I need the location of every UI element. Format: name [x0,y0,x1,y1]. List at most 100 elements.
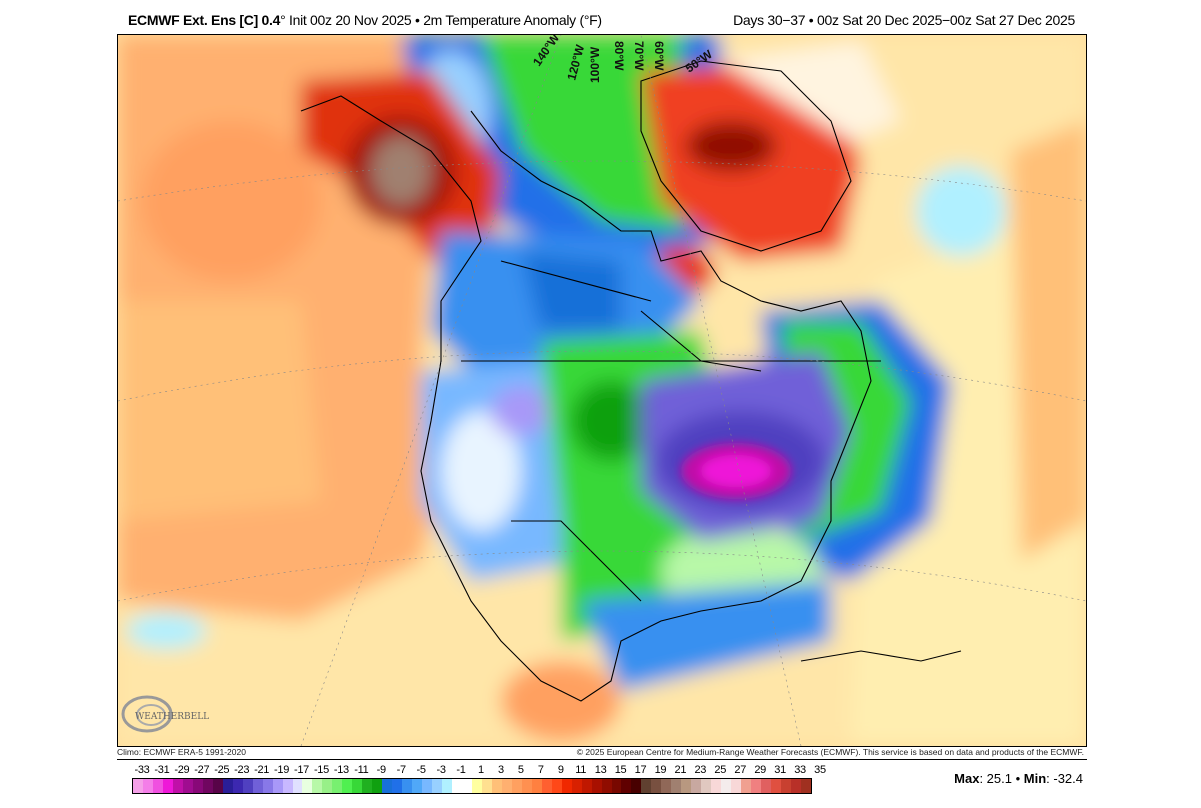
colorbar-swatch [671,779,682,793]
colorbar-swatch [412,779,423,793]
weatherbell-logo: WEATHERBELL [121,694,213,736]
colorbar-swatch [442,779,452,793]
colorbar-swatch [711,779,722,793]
lon-label-60w: 60°W [652,41,666,71]
colorbar-tick-label: 15 [614,764,627,776]
colorbar-swatch [531,779,542,793]
colorbar-swatch [771,779,781,793]
colorbar-swatch [790,779,801,793]
colorbar-swatch [780,779,791,793]
colorbar-swatch [262,779,273,793]
colorbar-swatch [332,779,343,793]
colorbar-swatch [701,779,712,793]
colorbar-swatch [432,779,443,793]
colorbar-swatch [471,779,482,793]
colorbar-swatch [182,779,193,793]
footer-divider [117,759,1087,760]
colorbar-swatch [501,779,512,793]
colorbar-tick-label: -15 [313,764,329,776]
colorbar-tick-label: 5 [517,764,524,776]
colorbar-tick-label: 29 [754,764,766,776]
colorbar-tick-label: 11 [575,764,587,776]
colorbar-tick-label: 27 [734,764,747,776]
degree-symbol: ° [280,12,286,28]
colorbar-swatch [581,779,592,793]
colorbar-swatch [691,779,702,793]
colorbar-swatch [292,779,303,793]
colorbar [132,778,812,794]
colorbar-tick-label: -11 [354,764,369,776]
colorbar-swatch [621,779,632,793]
colorbar-swatch [382,779,393,793]
colorbar-swatch [561,779,572,793]
colorbar-swatch [232,779,243,793]
colorbar-swatch [661,779,672,793]
colorbar-swatch [252,779,263,793]
svg-text:WEATHERBELL: WEATHERBELL [135,712,209,722]
colorbar-tick-label: 31 [774,764,786,776]
colorbar-swatch [282,779,293,793]
colorbar-tick-label: -33 [134,764,150,776]
colorbar-swatch [641,779,652,793]
colorbar-swatch [302,779,313,793]
colorbar-tick-label: 3 [497,764,504,776]
colorbar-swatch [392,779,403,793]
lon-label-100w: 100°W [588,46,602,83]
colorbar-tick-label: -1 [456,764,466,776]
colorbar-swatch [681,779,692,793]
colorbar-swatch [312,779,323,793]
colorbar-swatch [192,779,203,793]
colorbar-tick-label: 17 [634,764,647,776]
colorbar-swatch [521,779,532,793]
colorbar-tick-label: 13 [594,764,607,776]
colorbar-tick-label: -29 [174,764,190,776]
colorbar-swatch [133,779,143,793]
max-value: : 25.1 • [979,771,1024,786]
colorbar-tick-label: -23 [234,764,250,776]
colorbar-tick-label: -25 [214,764,230,776]
anomaly-field: 140°W 120°W 100°W 80°W 70°W 60°W 50°W [118,35,1086,746]
map-title: ECMWF Ext. Ens [C] 0.4° Init 00z 20 Nov … [128,12,602,28]
colorbar-swatch [800,779,811,793]
colorbar-tick-label: -9 [376,764,386,776]
colorbar-tick-label: -17 [294,764,309,776]
colorbar-swatch [372,779,383,793]
colorbar-swatch [481,779,492,793]
min-value: : -32.4 [1046,771,1083,786]
min-label: Min [1023,771,1047,786]
colorbar-swatch [571,779,582,793]
max-label: Max [954,771,980,786]
colorbar-tick-label: 19 [654,764,667,776]
colorbar-swatch [452,779,462,793]
colorbar-labels: -33 -31 -29 -27 -25 -23 -21 -19 -17 -15 -13 -11 -9 -7… [123,764,826,778]
colorbar-swatch [152,779,163,793]
colorbar-swatch [601,779,612,793]
colorbar-tick-label: -7 [396,764,406,776]
colorbar-tick-label: 33 [794,764,806,776]
colorbar-tick-label: -31 [154,764,170,776]
colorbar-swatch [611,779,622,793]
colorbar-swatch [541,779,552,793]
lon-label-70w: 70°W [632,41,646,71]
colorbar-tick-label: 1 [478,764,484,776]
colorbar-swatch [362,779,373,793]
colorbar-swatch [631,779,642,793]
colorbar-swatch [422,779,433,793]
colorbar-swatch [172,779,183,793]
max-min-readout: Max: 25.1 • Min: -32.4 [954,771,1083,786]
colorbar-tick-label: -3 [436,764,446,776]
colorbar-swatch [402,779,413,793]
colorbar-tick-label: 35 [814,764,826,776]
colorbar-swatch [511,779,522,793]
colorbar-tick-label: 25 [714,764,727,776]
colorbar-tick-label: -21 [254,764,270,776]
colorbar-tick-label: -27 [194,764,210,776]
colorbar-swatch [242,779,253,793]
colorbar-swatch [322,779,333,793]
colorbar-swatch [222,779,233,793]
colorbar-swatch [551,779,562,793]
climo-note: Climo: ECMWF ERA-5 1991-2020 [117,747,246,757]
colorbar-swatch [721,779,732,793]
colorbar-swatch [461,779,472,793]
colorbar-swatch [491,779,502,793]
